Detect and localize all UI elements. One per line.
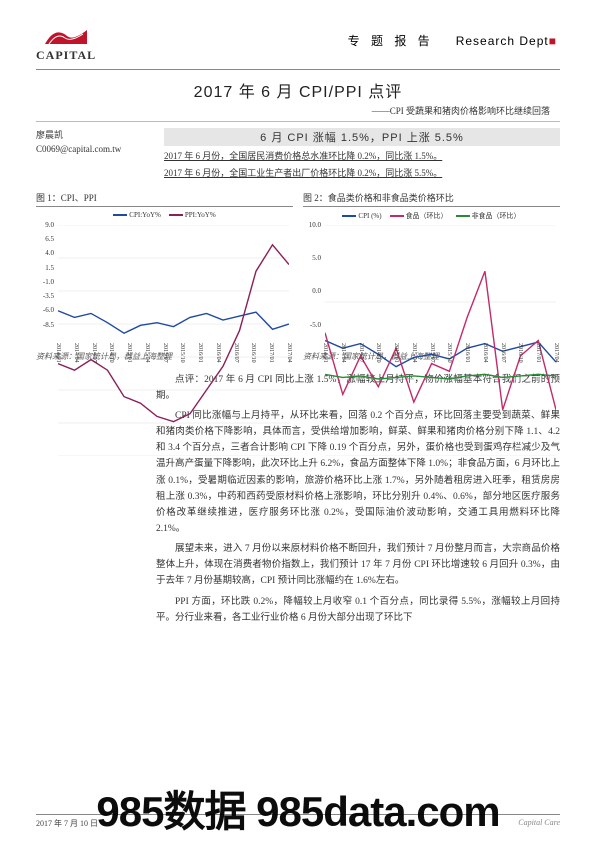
header-title-cn: 专 题 报 告 [348, 34, 434, 48]
footer-right: Capital Care [518, 818, 560, 829]
page-footer: 2017 年 7 月 10 日 Capital Care [36, 814, 560, 829]
chart-2-title: 图 2：食品类价格和非食品类价格环比 [303, 191, 560, 207]
watermark: 985数据 985data.com [0, 778, 596, 839]
summary-heading: 6 月 CPI 涨幅 1.5%，PPI 上涨 5.5% [164, 128, 560, 146]
summary-line-1: 2017 年 6 月份，全国居民消费价格总水准环比降 0.2%，同比涨 1.5%… [164, 149, 560, 163]
chart-1-box: CPI:YoY%PPI:YoY% -8.5-6.0-3.5-1.01.54.06… [36, 209, 293, 349]
chart-2: 图 2：食品类价格和非食品类价格环比 CPI (%)食品（环比）非食品（环比） … [303, 191, 560, 362]
author-email: C0069@capital.com.tw [36, 142, 156, 156]
header-dot: ■ [549, 34, 560, 48]
author-name: 廖晨凯 [36, 128, 156, 142]
header-title: 专 题 报 告 Research Dept■ [348, 24, 560, 49]
capital-logo-icon [43, 24, 89, 48]
report-title: 2017 年 6 月 CPI/PPI 点评 [36, 78, 560, 102]
chart-1-legend: CPI:YoY%PPI:YoY% [36, 209, 293, 221]
chart-1-xticks: 2014/012014/042014/072014/102015/012015/… [58, 327, 289, 349]
report-subtitle: ——CPI 受蔬果和猪肉价格影响环比继续回落 [36, 102, 560, 117]
chart-1-plot [58, 225, 289, 325]
footer-date: 2017 年 7 月 10 日 [36, 818, 98, 829]
report-header: CAPITAL 专 题 报 告 Research Dept■ [36, 24, 560, 70]
body-p3: 展望未来，进入 7 月份以来原材料价格不断回升，我们预计 7 月份整月而言，大宗… [156, 541, 560, 589]
info-row: 廖晨凯 C0069@capital.com.tw 6 月 CPI 涨幅 1.5%… [36, 128, 560, 181]
charts-row: 图 1：CPI、PPI CPI:YoY%PPI:YoY% -8.5-6.0-3.… [36, 191, 560, 362]
chart-1-yticks: -8.5-6.0-3.5-1.01.54.06.59.0 [36, 225, 56, 325]
title-block: 2017 年 6 月 CPI/PPI 点评 ——CPI 受蔬果和猪肉价格影响环比… [36, 70, 560, 122]
logo: CAPITAL [36, 24, 96, 63]
chart-2-box: CPI (%)食品（环比）非食品（环比） -5.00.05.010.0 2014… [303, 209, 560, 349]
chart-1-title: 图 1：CPI、PPI [36, 191, 293, 207]
chart-2-legend: CPI (%)食品（环比）非食品（环比） [303, 209, 560, 223]
chart-2-xticks: 2014/012014/042014/072014/102015/012015/… [325, 327, 556, 349]
chart-2-plot [325, 225, 556, 325]
chart-2-yticks: -5.00.05.010.0 [303, 225, 323, 325]
author-block: 廖晨凯 C0069@capital.com.tw [36, 128, 156, 181]
body-p4: PPI 方面，环比跌 0.2%，降幅较上月收窄 0.1 个百分点，同比录得 5.… [156, 594, 560, 626]
logo-text: CAPITAL [36, 48, 96, 63]
summary-line-2: 2017 年 6 月份，全国工业生产者出厂价格环比降 0.2%，同比涨 5.5%… [164, 166, 560, 180]
chart-1: 图 1：CPI、PPI CPI:YoY%PPI:YoY% -8.5-6.0-3.… [36, 191, 293, 362]
header-title-en: Research Dept [456, 34, 549, 48]
summary-block: 6 月 CPI 涨幅 1.5%，PPI 上涨 5.5% 2017 年 6 月份，… [164, 128, 560, 181]
